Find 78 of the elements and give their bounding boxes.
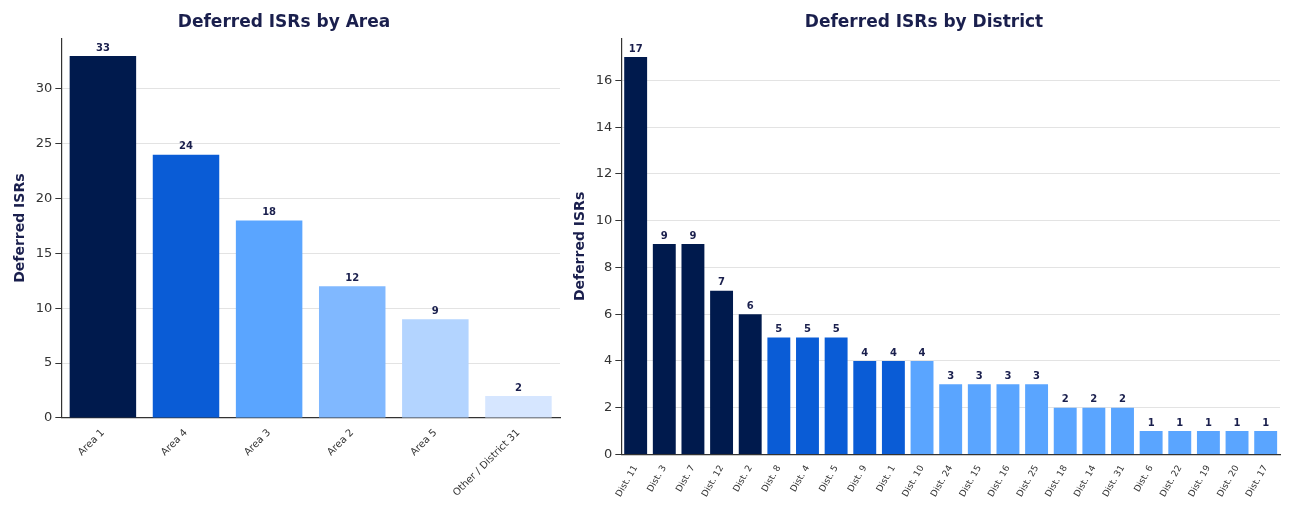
chart-title: Deferred ISRs by District bbox=[804, 10, 1044, 31]
data-label: 17 bbox=[628, 42, 643, 54]
data-label: 3 bbox=[1004, 369, 1012, 381]
bar bbox=[1025, 384, 1049, 454]
y-axis-title: Deferred ISRs bbox=[11, 173, 28, 283]
data-label: 3 bbox=[1033, 369, 1041, 381]
y-tick-label: 0 bbox=[604, 445, 613, 461]
bar bbox=[235, 220, 303, 418]
data-label: 2 bbox=[1090, 393, 1098, 405]
bar bbox=[681, 244, 705, 454]
y-tick-label: 20 bbox=[35, 189, 53, 205]
y-tick-label: 12 bbox=[595, 165, 613, 181]
chart-title: Deferred ISRs by Area bbox=[177, 10, 391, 31]
bar bbox=[738, 314, 762, 454]
data-label: 9 bbox=[660, 229, 668, 241]
y-tick-label: 2 bbox=[604, 399, 613, 415]
data-label: 4 bbox=[889, 346, 897, 358]
data-label: 5 bbox=[804, 323, 811, 335]
bar bbox=[624, 57, 648, 454]
data-label: 2 bbox=[1119, 393, 1127, 405]
y-tick-label: 0 bbox=[44, 409, 53, 425]
bar bbox=[1254, 431, 1278, 454]
bar bbox=[1225, 431, 1249, 454]
data-label: 3 bbox=[947, 369, 955, 381]
data-label: 2 bbox=[514, 381, 522, 393]
y-tick-label: 30 bbox=[35, 80, 53, 96]
bar bbox=[652, 244, 676, 454]
data-label: 1 bbox=[1233, 416, 1241, 428]
bar bbox=[1111, 407, 1134, 454]
y-tick-label: 16 bbox=[595, 71, 613, 87]
bar bbox=[967, 384, 991, 454]
bar bbox=[318, 286, 386, 418]
y-tick-label: 4 bbox=[604, 352, 613, 368]
bar bbox=[485, 395, 552, 418]
data-label: 5 bbox=[832, 323, 840, 335]
data-label: 9 bbox=[689, 229, 697, 241]
data-label: 18 bbox=[262, 206, 277, 218]
bar bbox=[1053, 407, 1077, 454]
bar bbox=[1082, 407, 1106, 454]
data-label: 1 bbox=[1204, 416, 1212, 428]
bar bbox=[796, 337, 819, 454]
y-tick-label: 10 bbox=[35, 299, 53, 315]
data-label: 1 bbox=[1147, 416, 1155, 428]
y-tick-label: 6 bbox=[604, 305, 613, 321]
data-label: 33 bbox=[95, 41, 110, 53]
bar bbox=[710, 290, 734, 454]
data-label: 9 bbox=[431, 304, 439, 316]
bar bbox=[1196, 431, 1220, 454]
bar bbox=[853, 360, 877, 454]
bar bbox=[69, 55, 137, 418]
data-label: 6 bbox=[746, 299, 754, 311]
bar bbox=[996, 384, 1020, 454]
y-tick-label: 5 bbox=[44, 354, 53, 370]
data-label: 4 bbox=[918, 346, 926, 358]
y-tick-label: 8 bbox=[604, 258, 613, 274]
data-label: 5 bbox=[775, 323, 783, 335]
data-label: 3 bbox=[975, 369, 983, 381]
data-label: 1 bbox=[1176, 416, 1184, 428]
bar bbox=[152, 154, 220, 418]
data-label: 7 bbox=[718, 276, 726, 288]
bar bbox=[824, 337, 848, 454]
y-axis-title: Deferred ISRs bbox=[571, 191, 588, 302]
bar bbox=[402, 319, 469, 418]
bar bbox=[939, 384, 963, 454]
y-tick-label: 14 bbox=[595, 118, 613, 134]
data-label: 1 bbox=[1262, 416, 1270, 428]
data-label: 24 bbox=[179, 140, 193, 152]
y-tick-label: 10 bbox=[595, 212, 613, 228]
bar bbox=[767, 337, 791, 454]
bar bbox=[881, 360, 905, 454]
data-label: 4 bbox=[861, 346, 869, 358]
data-label: 12 bbox=[345, 271, 360, 283]
y-tick-label: 15 bbox=[35, 244, 53, 260]
bar bbox=[1168, 431, 1192, 454]
y-tick-label: 25 bbox=[35, 135, 53, 151]
data-label: 2 bbox=[1061, 393, 1069, 405]
bar bbox=[1139, 431, 1163, 454]
bar bbox=[910, 360, 934, 454]
